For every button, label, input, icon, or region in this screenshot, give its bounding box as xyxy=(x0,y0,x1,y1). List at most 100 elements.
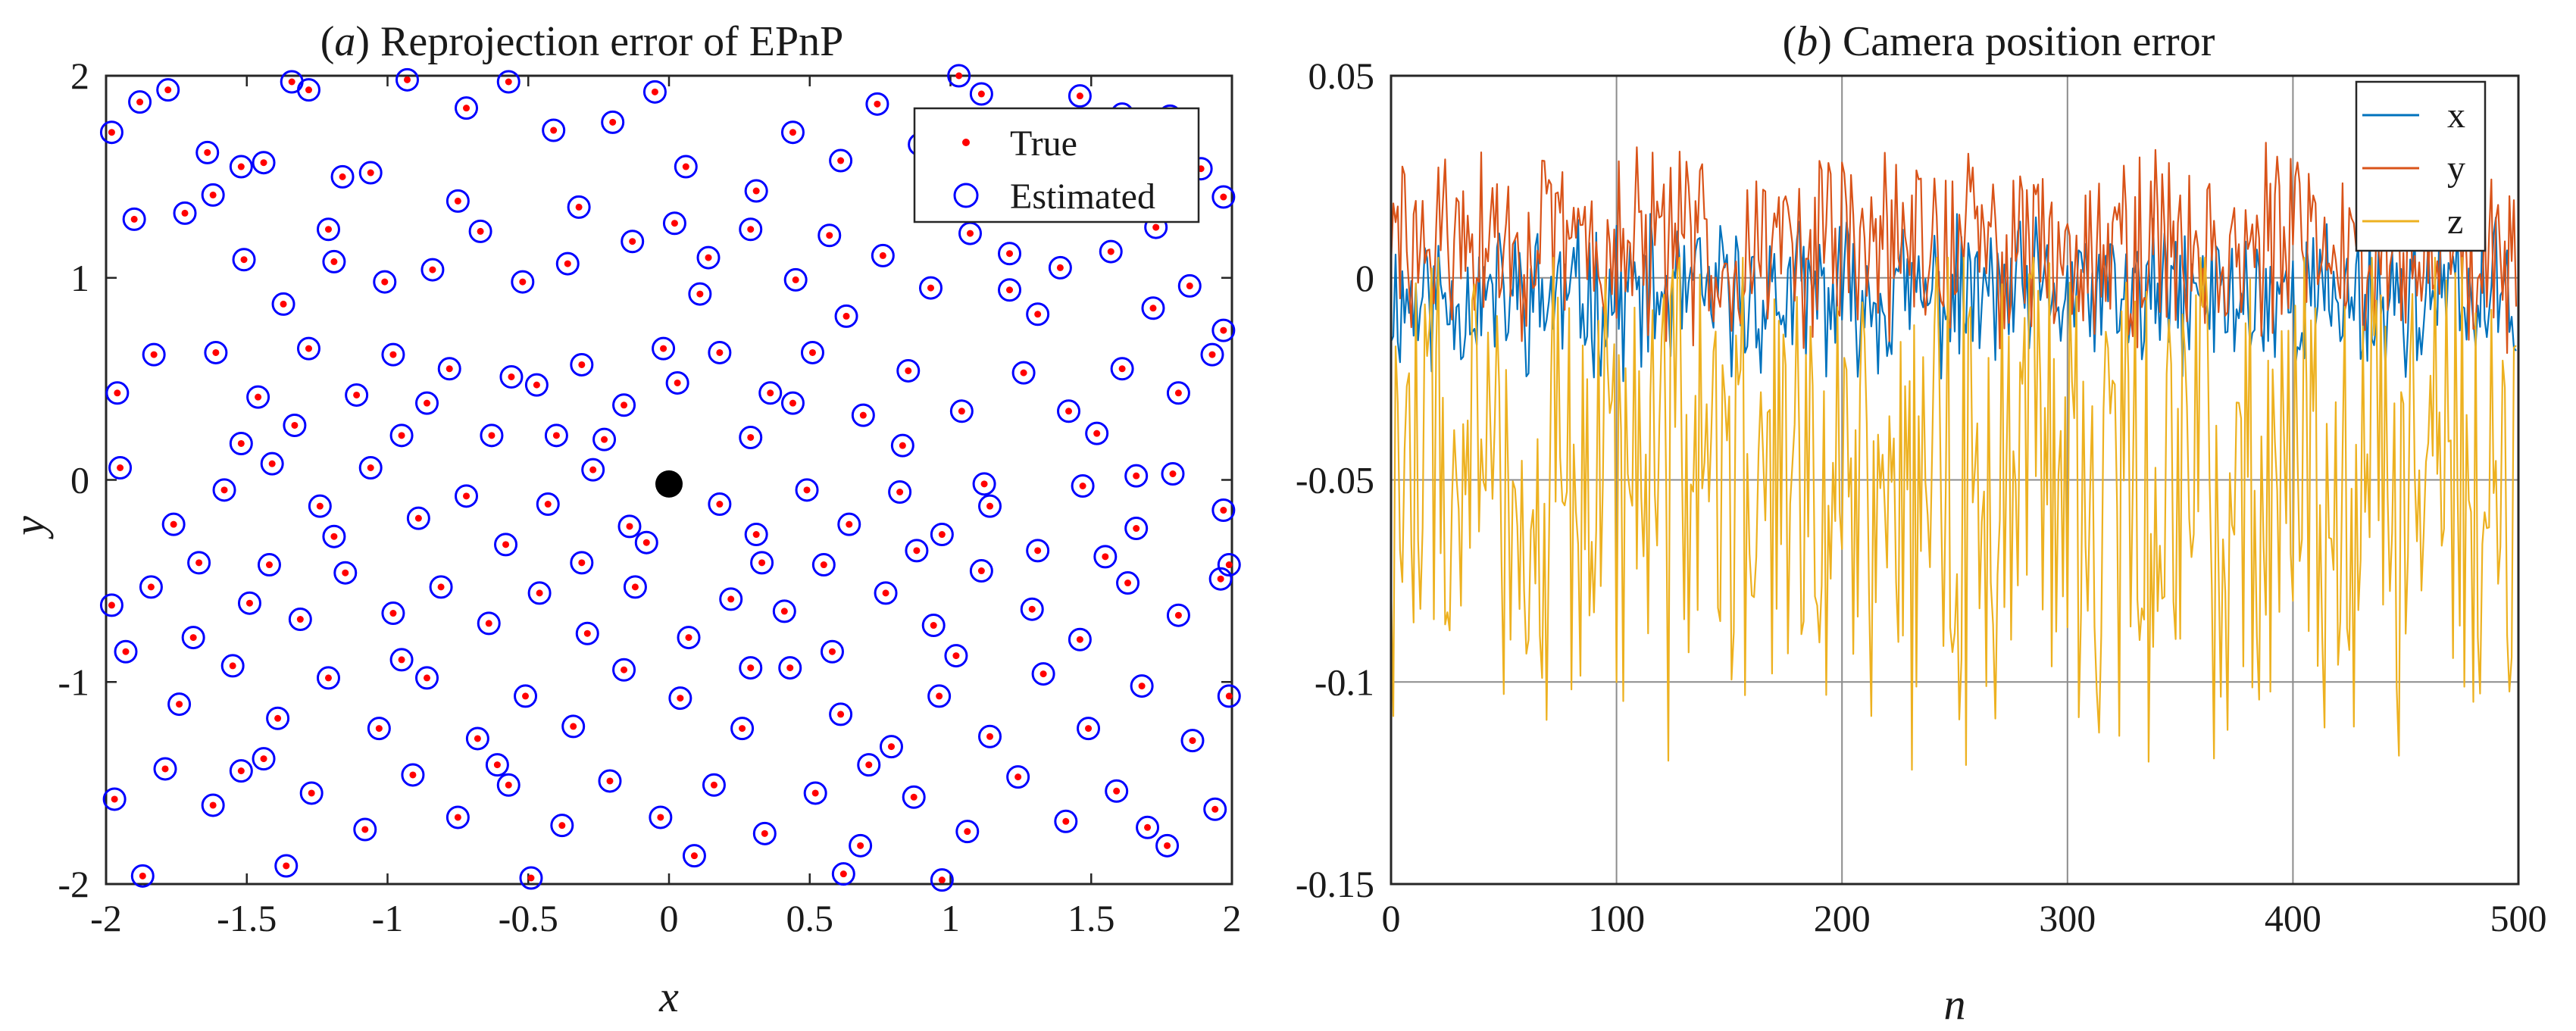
true-marker xyxy=(927,284,934,292)
estimated-marker xyxy=(581,458,605,482)
estimated-marker xyxy=(1085,421,1109,445)
true-marker xyxy=(536,589,543,597)
true-marker xyxy=(527,874,535,882)
scatter-point xyxy=(445,805,470,829)
true-marker xyxy=(682,163,689,170)
scatter-point xyxy=(930,523,954,547)
estimated-marker xyxy=(1011,361,1036,385)
true-marker xyxy=(296,616,304,623)
true-marker xyxy=(837,157,845,164)
scatter-point xyxy=(969,559,993,583)
scatter-point xyxy=(598,769,622,793)
estimated-marker xyxy=(612,393,636,417)
true-marker xyxy=(570,723,577,730)
estimated-marker xyxy=(1217,553,1241,577)
scatter-point xyxy=(561,714,586,739)
true-marker xyxy=(474,735,481,742)
true-marker xyxy=(389,610,397,617)
estimated-marker xyxy=(395,67,420,92)
panel-b-xtick-label: 200 xyxy=(1814,897,1871,939)
estimated-marker xyxy=(296,336,320,361)
scatter-point xyxy=(201,793,225,817)
scatter-point xyxy=(972,472,996,496)
scatter-point xyxy=(955,820,980,844)
estimated-marker xyxy=(220,654,245,678)
scatter-point xyxy=(1026,302,1050,326)
true-marker xyxy=(1062,817,1070,825)
estimated-marker xyxy=(229,759,253,783)
scatter-point xyxy=(752,821,777,845)
true-marker xyxy=(651,88,658,95)
true-marker xyxy=(843,312,850,320)
true-marker xyxy=(170,520,177,528)
estimated-marker xyxy=(978,494,1002,518)
panel-a-xtick-label: -2 xyxy=(90,897,122,939)
scatter-point xyxy=(373,270,397,294)
scatter-point xyxy=(527,581,552,605)
true-marker xyxy=(980,480,988,488)
panel-b-ytick-label: -0.15 xyxy=(1296,863,1374,905)
true-marker xyxy=(1039,670,1047,678)
true-marker xyxy=(195,559,203,567)
true-marker xyxy=(879,252,886,259)
scatter-point xyxy=(592,427,617,451)
scatter-point xyxy=(1166,603,1190,627)
estimated-marker xyxy=(1071,474,1095,498)
true-marker xyxy=(237,163,245,170)
scatter-point xyxy=(818,223,842,248)
estimated-marker xyxy=(353,817,377,842)
true-marker xyxy=(660,345,667,352)
estimated-marker xyxy=(128,90,152,114)
panel-a-xtick-label: -1.5 xyxy=(217,897,277,939)
estimated-marker xyxy=(465,726,489,751)
true-marker xyxy=(122,648,130,655)
scatter-point xyxy=(978,724,1002,748)
scatter-point xyxy=(536,492,560,517)
true-marker xyxy=(305,345,312,352)
scatter-point xyxy=(99,120,123,145)
scatter-point xyxy=(668,686,692,711)
scatter-point xyxy=(1211,185,1236,209)
true-marker xyxy=(485,620,492,627)
scatter-point xyxy=(465,726,489,751)
true-marker xyxy=(621,666,628,673)
estimated-marker xyxy=(536,492,560,517)
true-marker xyxy=(1225,692,1233,700)
scatter-point xyxy=(1054,809,1078,833)
true-marker xyxy=(1028,605,1036,613)
estimated-marker xyxy=(834,304,858,328)
scatter-point xyxy=(496,773,521,797)
scatter-point xyxy=(161,512,186,536)
estimated-marker xyxy=(345,383,369,407)
estimated-marker xyxy=(677,626,701,650)
true-marker xyxy=(758,559,766,567)
estimated-marker xyxy=(1217,684,1241,708)
estimated-marker xyxy=(389,648,414,672)
panel-a-ytick-label: -1 xyxy=(58,661,89,703)
estimated-marker xyxy=(739,217,763,242)
estimated-marker xyxy=(266,706,290,730)
estimated-marker xyxy=(829,702,853,726)
scatter-point xyxy=(918,276,943,300)
true-marker xyxy=(1225,561,1233,569)
legend-estimated-marker xyxy=(953,183,979,208)
true-marker xyxy=(477,227,484,235)
true-marker xyxy=(857,842,864,849)
true-marker xyxy=(1164,842,1171,849)
true-marker xyxy=(811,789,819,797)
true-marker xyxy=(1065,408,1073,415)
true-marker xyxy=(837,711,845,718)
estimated-marker xyxy=(1124,517,1149,541)
true-marker xyxy=(316,502,324,510)
true-marker xyxy=(367,464,374,471)
true-marker xyxy=(930,622,937,630)
scatter-point xyxy=(800,340,824,364)
scatter-point xyxy=(153,757,177,781)
true-marker xyxy=(913,547,921,555)
estimated-marker xyxy=(1077,717,1101,741)
true-marker xyxy=(330,533,338,540)
true-marker xyxy=(938,531,946,539)
estimated-marker xyxy=(1203,797,1227,821)
estimated-marker xyxy=(857,753,881,777)
estimated-marker xyxy=(930,523,954,547)
